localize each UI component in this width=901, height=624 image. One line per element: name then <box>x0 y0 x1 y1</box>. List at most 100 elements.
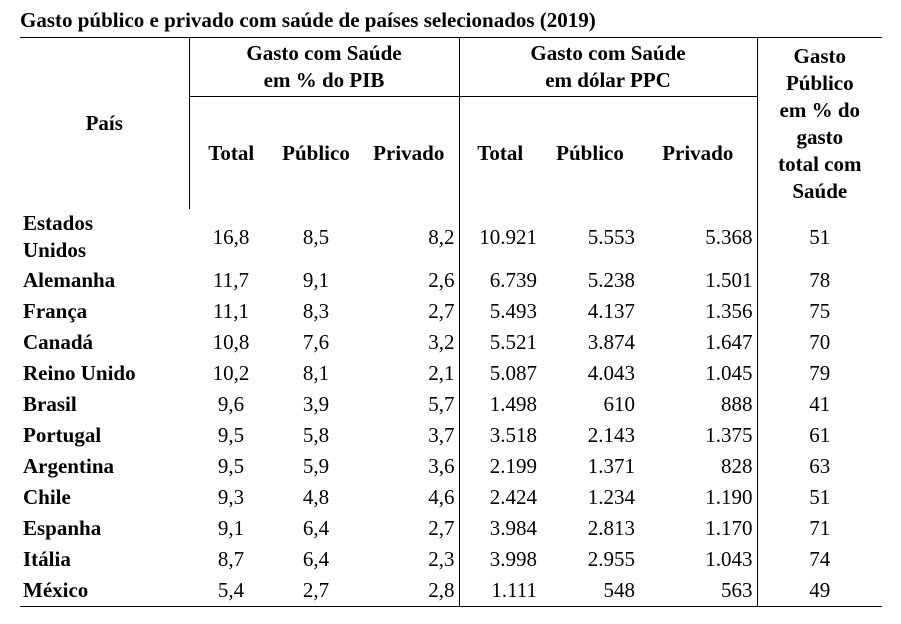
table-row: Itália 8,7 6,4 2,3 3.998 2.955 1.043 74 <box>20 544 883 575</box>
cell-ppc-total: 2.199 <box>458 451 542 482</box>
cell-pais: Argentina <box>20 451 189 482</box>
cell-ppc-total: 1.111 <box>458 575 542 607</box>
cell-pais-line: Espanha <box>23 516 102 540</box>
cell-pais: Brasil <box>20 389 189 420</box>
cell-pais-line: Brasil <box>23 392 77 416</box>
cell-pais: Reino Unido <box>20 358 189 389</box>
table-row: Chile 9,3 4,8 4,6 2.424 1.234 1.190 51 <box>20 482 883 513</box>
header-ppc-total: Total <box>458 96 542 209</box>
cell-ppc-total: 10.921 <box>458 209 542 265</box>
cell-ppc-publico: 610 <box>603 392 636 416</box>
cell-pais: Canadá <box>20 327 189 358</box>
cell-pib-publico: 2,7 <box>273 575 359 607</box>
cell-ppc-privado: 1.045 <box>705 361 753 385</box>
header-group-ppc-line-1: Gasto com Saúde <box>530 41 686 65</box>
cell-pais-line: México <box>23 578 89 602</box>
cell-ppc-total: 2.424 <box>458 482 542 513</box>
cell-ppc-privado: 563 <box>639 575 758 607</box>
cell-pib-privado: 2,7 <box>428 299 455 323</box>
cell-pib-total: 9,5 <box>217 423 245 447</box>
header-gasto-publico-line-5: total com <box>778 151 862 176</box>
table-row: Canadá 10,8 7,6 3,2 5.521 3.874 1.647 70 <box>20 327 883 358</box>
cell-pais: Estados Unidos <box>20 209 189 265</box>
cell-pib-publico: 4,8 <box>302 485 330 509</box>
cell-pib-publico: 9,1 <box>302 268 330 292</box>
cell-ppc-privado: 888 <box>721 392 753 416</box>
cell-ppc-publico: 4.137 <box>587 299 636 323</box>
header-gasto-publico-line-2: Público <box>785 70 854 95</box>
cell-pais-line: França <box>23 299 88 323</box>
header-group-pib-line-1: Gasto com Saúde <box>246 41 402 65</box>
cell-gasto-publico-pct: 51 <box>756 482 883 513</box>
header-group-ppc: Gasto com Saúde em dólar PPC <box>458 37 758 97</box>
cell-gasto-publico-pct: 78 <box>756 265 883 296</box>
cell-pais-line: Argentina <box>23 454 114 478</box>
cell-pib-total: 10,8 <box>212 330 250 354</box>
table-body: Estados Unidos 16,8 8,5 8,2 10.921 5.553 5.368 5… <box>20 209 883 607</box>
cell-ppc-publico: 1.234 <box>587 485 636 509</box>
table-row: Estados Unidos 16,8 8,5 8,2 10.921 5.553 5.368 5… <box>20 209 883 265</box>
header-gasto-publico-line-1: Gasto <box>793 43 847 68</box>
cell-pais: França <box>20 296 189 327</box>
cell-pib-publico: 7,6 <box>302 330 330 354</box>
header-group-ppc-line-2: em dólar PPC <box>545 68 671 92</box>
cell-ppc-publico: 2.813 <box>587 516 636 540</box>
cell-gasto-publico-pct: 49 <box>756 575 883 607</box>
cell-pais-line: Portugal <box>23 423 102 447</box>
table-title: Gasto público e privado com saúde de paí… <box>20 8 596 32</box>
table-row: Espanha 9,1 6,4 2,7 3.984 2.813 1.170 71 <box>20 513 883 544</box>
cell-pais-line: Canadá <box>23 330 94 354</box>
header-ppc-privado: Privado <box>662 140 734 165</box>
cell-pais: Chile <box>20 482 189 513</box>
table-row: México 5,4 2,7 2,8 1.111 548 563 49 <box>20 575 883 607</box>
cell-ppc-total: 1.498 <box>458 389 542 420</box>
cell-pib-publico: 8,1 <box>302 361 330 385</box>
cell-pib-publico: 6,4 <box>302 547 330 571</box>
cell-pib-privado: 2,8 <box>359 575 460 607</box>
cell-ppc-privado: 1.356 <box>705 299 753 323</box>
cell-gasto-publico-pct: 74 <box>756 544 883 575</box>
header-group-pib: Gasto com Saúde em % do PIB <box>188 37 460 97</box>
cell-ppc-privado: 1.190 <box>705 485 753 509</box>
cell-ppc-total: 3.998 <box>458 544 542 575</box>
header-pib-privado: Privado <box>373 140 445 165</box>
cell-pib-total: 5,4 <box>189 575 273 607</box>
cell-pib-privado: 4,6 <box>428 485 455 509</box>
table-row: Reino Unido 10,2 8,1 2,1 5.087 4.043 1.045 79 <box>20 358 883 389</box>
cell-pib-total: 8,7 <box>217 547 245 571</box>
cell-ppc-publico: 5.238 <box>587 268 636 292</box>
cell-pais-line: Reino Unido <box>23 361 136 385</box>
cell-gasto-publico-pct: 75 <box>756 296 883 327</box>
cell-ppc-publico: 2.955 <box>587 547 636 571</box>
cell-pais-line: Estados <box>23 211 94 235</box>
cell-pib-total: 10,2 <box>212 361 250 385</box>
cell-gasto-publico-pct: 70 <box>756 327 883 358</box>
cell-pib-privado: 2,1 <box>428 361 455 385</box>
cell-pib-total: 9,5 <box>217 454 245 478</box>
cell-ppc-total: 5.087 <box>458 358 542 389</box>
cell-ppc-total: 5.493 <box>458 296 542 327</box>
table-row: França 11,1 8,3 2,7 5.493 4.137 1.356 75 <box>20 296 883 327</box>
cell-ppc-privado: 1.043 <box>705 547 753 571</box>
cell-gasto-publico-pct: 51 <box>756 209 883 265</box>
cell-pais: Alemanha <box>20 265 189 296</box>
cell-pais: Portugal <box>20 420 189 451</box>
cell-ppc-privado: 1.375 <box>705 423 753 447</box>
cell-pib-privado: 3,7 <box>428 423 455 447</box>
cell-ppc-total: 6.739 <box>458 265 542 296</box>
cell-pib-privado: 2,3 <box>428 547 455 571</box>
header-gasto-publico-line-6: Saúde <box>792 178 848 203</box>
cell-gasto-publico-pct: 71 <box>756 513 883 544</box>
cell-pib-publico: 8,5 <box>302 224 330 249</box>
cell-gasto-publico-pct: 61 <box>756 420 883 451</box>
cell-ppc-privado: 5.368 <box>705 224 753 249</box>
cell-ppc-privado: 1.647 <box>705 330 753 354</box>
cell-ppc-privado: 1.170 <box>705 516 753 540</box>
cell-pib-total: 11,1 <box>213 299 249 323</box>
cell-ppc-publico: 4.043 <box>587 361 636 385</box>
cell-pib-total: 16,8 <box>212 224 250 249</box>
header-pais: País <box>20 37 189 209</box>
cell-pib-publico: 5,9 <box>302 454 330 478</box>
cell-pib-privado: 3,2 <box>428 330 455 354</box>
table-row: Portugal 9,5 5,8 3,7 3.518 2.143 1.375 61 <box>20 420 883 451</box>
